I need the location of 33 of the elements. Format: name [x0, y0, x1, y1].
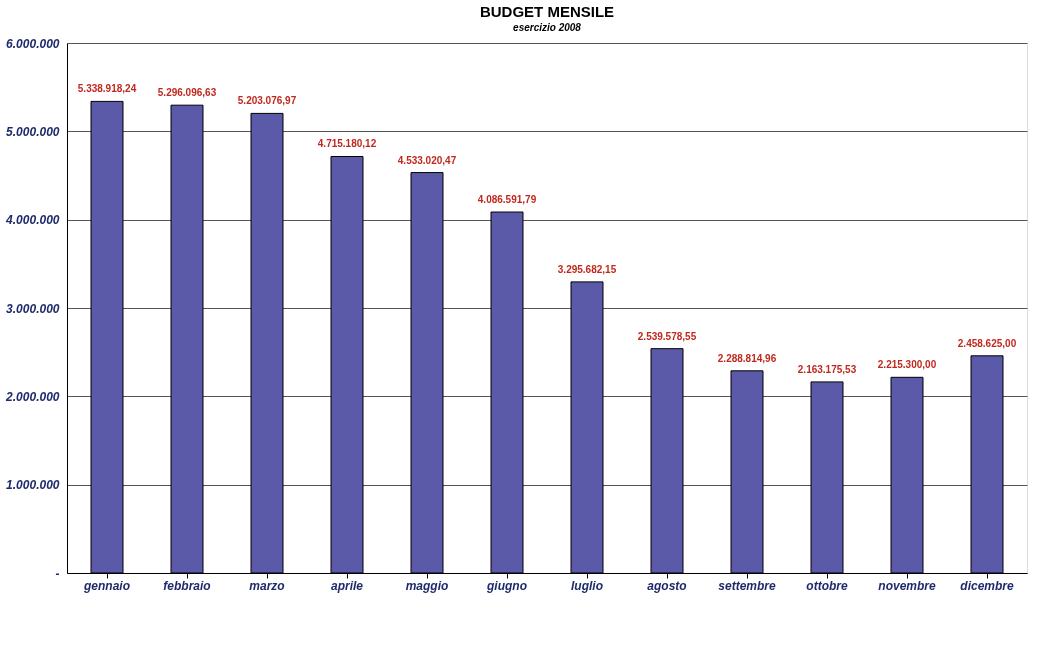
data-label: 2.163.175,53 [797, 363, 857, 375]
data-label: 4.086.591,79 [477, 194, 537, 206]
data-label: 5.338.918,24 [77, 83, 137, 95]
data-label: 2.215.300,00 [877, 359, 937, 371]
x-tick-label: marzo [249, 578, 285, 593]
data-label: 3.295.682,15 [557, 263, 617, 275]
x-tick-label: aprile [330, 578, 364, 593]
data-label: 2.458.625,00 [957, 337, 1017, 349]
x-tick-label: dicembre [960, 578, 1014, 593]
y-tick-label: - [55, 566, 60, 581]
x-tick-label: maggio [405, 578, 449, 593]
chart-title: BUDGET MENSILE [479, 3, 615, 20]
y-tick-label: 4.000.000 [5, 213, 60, 228]
y-tick-label: 3.000.000 [6, 301, 60, 316]
x-tick-label: febbraio [163, 578, 211, 593]
data-label: 5.296.096,63 [157, 87, 217, 99]
x-tick-label: novembre [878, 578, 936, 593]
x-tick-label: agosto [647, 578, 687, 593]
x-tick-label: ottobre [806, 578, 848, 593]
y-tick-label: 6.000.000 [6, 36, 60, 51]
data-label: 2.539.578,55 [637, 330, 697, 342]
data-label: 2.288.814,96 [717, 352, 777, 364]
data-label: 4.715.180,12 [317, 138, 377, 150]
chart-subtitle: esercizio 2008 [513, 22, 582, 33]
x-tick-label: luglio [571, 578, 603, 593]
y-tick-label: 2.000.000 [5, 389, 60, 404]
x-tick-label: gennaio [82, 578, 131, 593]
y-tick-label: 1.000.000 [6, 478, 60, 493]
data-label: 4.533.020,47 [397, 154, 457, 166]
data-label: 5.203.076,97 [237, 95, 297, 107]
x-tick-label: settembre [718, 578, 776, 593]
y-tick-label: 5.000.000 [6, 124, 60, 139]
x-tick-label: giugno [486, 578, 527, 593]
